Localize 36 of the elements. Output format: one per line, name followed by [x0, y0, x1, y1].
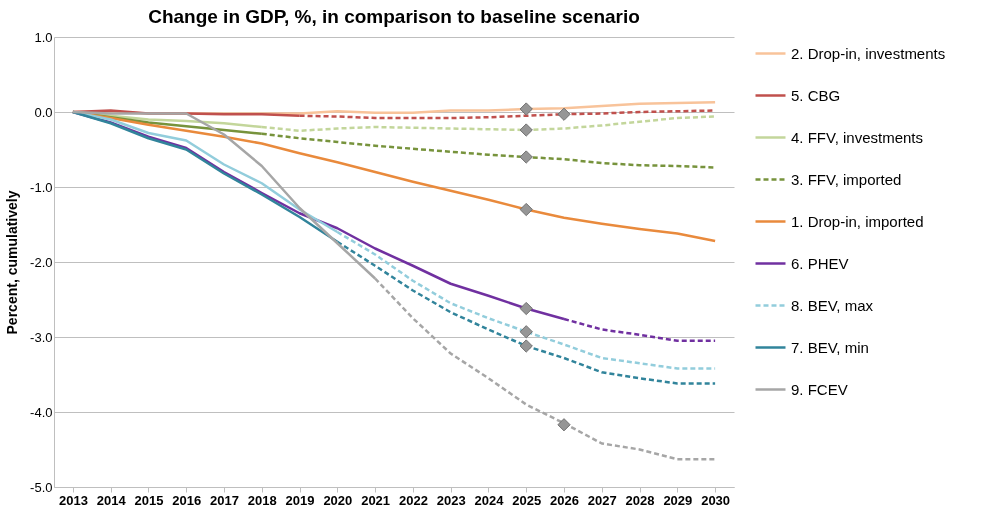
x-tick-label: 2026	[550, 492, 579, 508]
y-axis-title: Percent, cumulatively	[4, 190, 21, 335]
chart-title: Change in GDP, %, in comparison to baseline scenario	[148, 6, 640, 27]
y-tick-label: -5.0	[30, 479, 53, 495]
x-tick-label: 2014	[96, 492, 127, 508]
y-tick-label: -4.0	[30, 404, 53, 420]
x-tick-label: 2029	[663, 492, 693, 508]
x-tick-label: 2017	[210, 492, 239, 508]
y-tick-label: -3.0	[30, 329, 53, 345]
legend-label: 8. BEV, max	[791, 296, 874, 314]
x-tick-label: 2021	[361, 492, 391, 508]
x-tick-label: 2020	[323, 492, 353, 508]
x-tick-label: 2016	[172, 492, 202, 508]
x-tick-label: 2023	[436, 492, 466, 508]
x-tick-label: 2019	[285, 492, 315, 508]
x-tick-label: 2030	[701, 492, 731, 508]
y-tick-label: -2.0	[30, 254, 53, 270]
x-tick-label: 2028	[625, 492, 655, 508]
legend-label: 1. Drop-in, imported	[791, 212, 924, 230]
legend-label: 2. Drop-in, investments	[791, 44, 946, 62]
legend-label: 3. FFV, imported	[791, 170, 902, 188]
y-tick-label: 0.0	[34, 104, 53, 120]
x-tick-label: 2022	[398, 492, 428, 508]
legend-label: 6. PHEV	[791, 254, 849, 272]
legend-label: 5. CBG	[791, 86, 841, 104]
x-tick-label: 2013	[58, 492, 88, 508]
x-tick-label: 2018	[247, 492, 277, 508]
y-tick-label: -1.0	[30, 179, 53, 195]
legend-label: 7. BEV, min	[791, 338, 869, 356]
legend-label: 9. FCEV	[791, 380, 848, 398]
x-tick-label: 2024	[474, 492, 505, 508]
legend-label: 4. FFV, investments	[791, 128, 923, 146]
x-tick-label: 2027	[587, 492, 617, 508]
x-tick-label: 2015	[134, 492, 164, 508]
y-tick-label: 1.0	[34, 29, 53, 45]
x-tick-label: 2025	[512, 492, 542, 508]
